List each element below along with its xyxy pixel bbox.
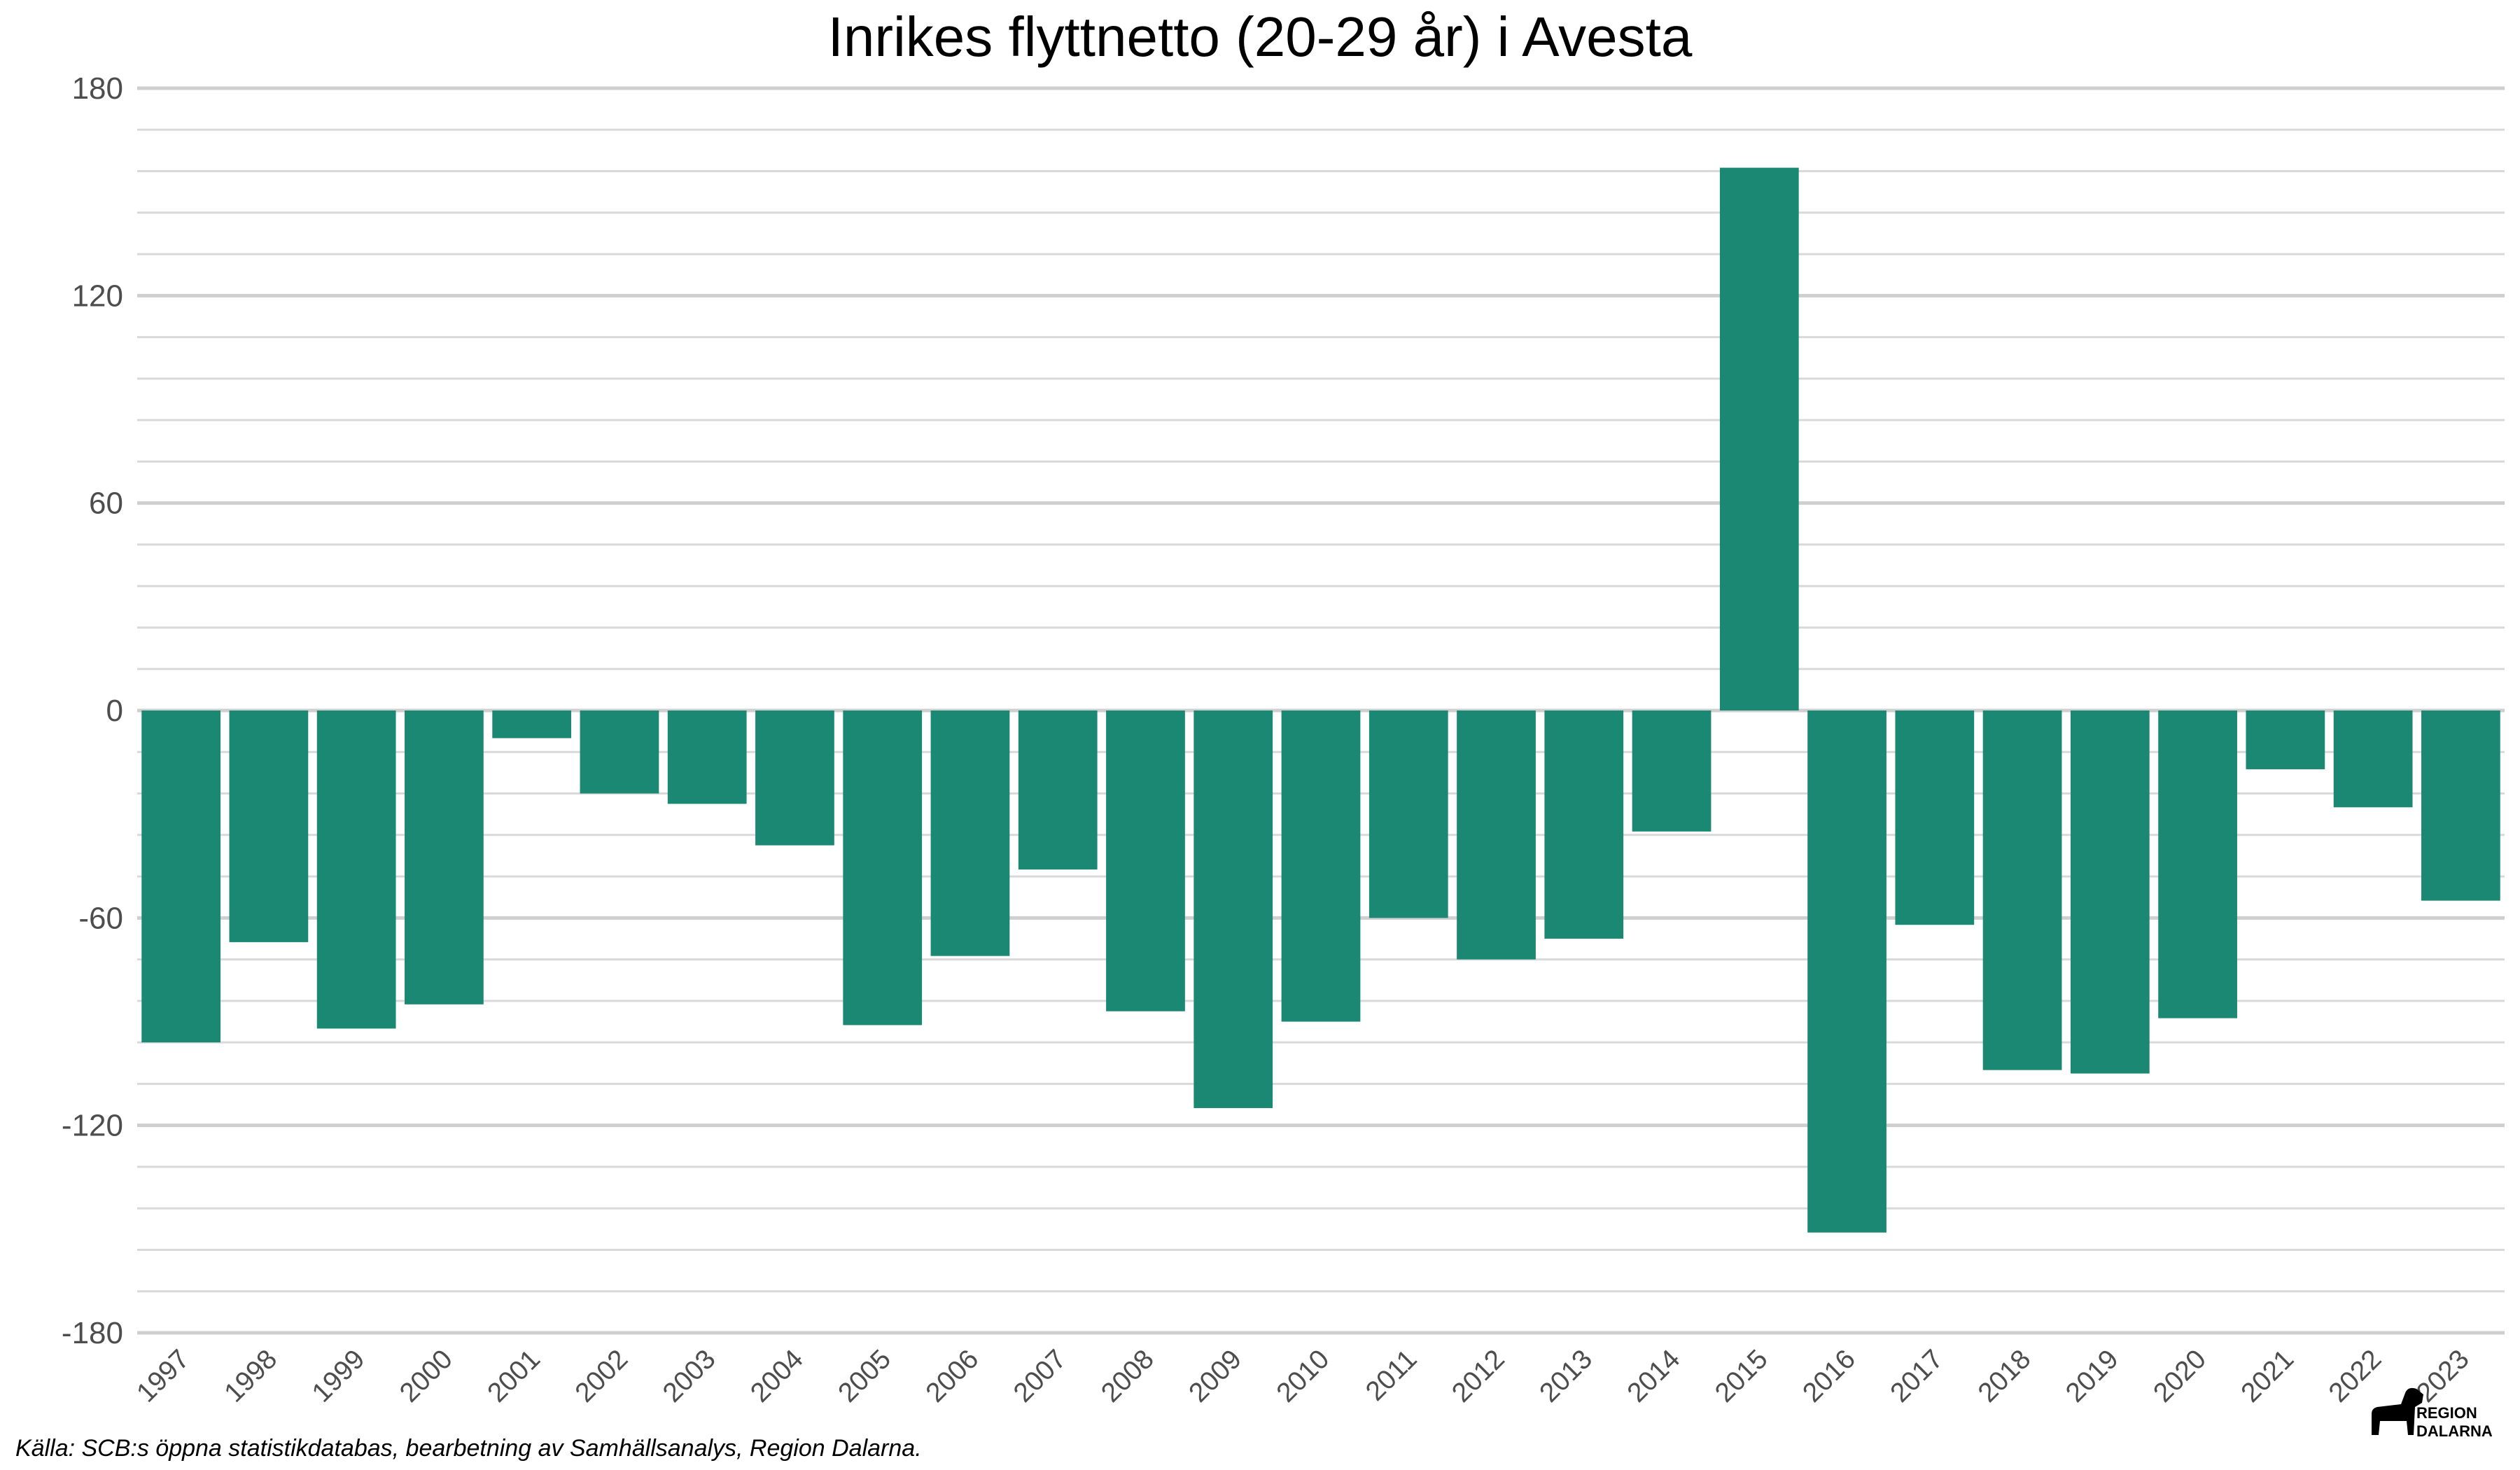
x-tick-label: 2009 xyxy=(1183,1344,1247,1408)
bar-2017 xyxy=(1895,710,1975,925)
y-tick-label: -60 xyxy=(78,901,123,935)
bar-2011 xyxy=(1368,710,1448,918)
x-tick-label: 1999 xyxy=(307,1344,371,1408)
bar-2021 xyxy=(2246,710,2325,769)
bar-2019 xyxy=(2070,710,2150,1074)
x-tick-label: 2000 xyxy=(394,1344,458,1408)
x-tick-label: 2014 xyxy=(1622,1344,1686,1408)
y-tick-label: 120 xyxy=(72,279,123,313)
bar-1998 xyxy=(229,710,309,942)
x-tick-label: 2022 xyxy=(2323,1344,2388,1408)
x-tick-label: 2015 xyxy=(1709,1344,1774,1408)
bar-2003 xyxy=(667,710,747,804)
x-tick-label: 2006 xyxy=(920,1344,985,1408)
x-tick-label: 1997 xyxy=(131,1344,195,1408)
dala-horse-icon xyxy=(2372,1387,2423,1435)
x-tick-label: 2021 xyxy=(2235,1344,2300,1408)
source-caption: Källa: SCB:s öppna statistikdatabas, bea… xyxy=(15,1435,922,1462)
x-tick-label: 2011 xyxy=(1360,1344,1423,1407)
bar-2009 xyxy=(1194,710,1273,1108)
x-tick-label: 2010 xyxy=(1271,1344,1336,1408)
x-tick-label: 2019 xyxy=(2060,1344,2124,1408)
bar-2013 xyxy=(1544,710,1624,939)
bar-2005 xyxy=(843,710,923,1026)
chart-title: Inrikes flyttnetto (20-29 år) i Avesta xyxy=(828,6,1693,68)
x-tick-label: 2005 xyxy=(832,1344,897,1408)
x-tick-label: 2017 xyxy=(1884,1344,1949,1408)
x-tick-label: 2004 xyxy=(745,1344,809,1408)
x-tick-label: 2020 xyxy=(2148,1344,2212,1408)
bar-2001 xyxy=(492,710,572,738)
logo-text-dalarna: DALARNA xyxy=(2416,1422,2493,1440)
x-tick-label: 2016 xyxy=(1797,1344,1861,1408)
bar-2022 xyxy=(2333,710,2413,808)
bar-2000 xyxy=(405,710,484,1004)
bar-2012 xyxy=(1457,710,1536,960)
logo-text-region: REGION xyxy=(2416,1404,2477,1422)
bar-1997 xyxy=(141,710,220,1043)
y-tick-label: 60 xyxy=(89,486,123,521)
bar-2023 xyxy=(2421,710,2500,901)
bar-2010 xyxy=(1281,710,1361,1022)
bar-2016 xyxy=(1807,710,1886,1233)
x-tick-label: 2012 xyxy=(1446,1344,1511,1408)
x-tick-label: 1998 xyxy=(218,1344,283,1408)
bars xyxy=(141,167,2500,1233)
x-tick-label: 2001 xyxy=(482,1344,546,1408)
x-tick-label: 2018 xyxy=(1973,1344,2037,1408)
y-axis: -180 -120 -60 0 60 120 180 xyxy=(62,71,123,1350)
bar-2006 xyxy=(930,710,1010,956)
bar-2004 xyxy=(755,710,834,846)
bar-2002 xyxy=(580,710,659,794)
y-tick-label: 180 xyxy=(72,71,123,106)
bar-2020 xyxy=(2158,710,2237,1018)
bar-2008 xyxy=(1106,710,1185,1011)
region-dalarna-logo: REGION DALARNA xyxy=(2372,1387,2493,1440)
bar-2018 xyxy=(1982,710,2062,1070)
y-tick-label: -120 xyxy=(62,1109,123,1143)
x-tick-label: 2007 xyxy=(1008,1344,1072,1408)
x-tick-label: 2003 xyxy=(657,1344,722,1408)
x-tick-label: 2013 xyxy=(1534,1344,1598,1408)
x-axis: 1997 1998 1999 2000 2001 2002 2003 2004 2005 2006… xyxy=(131,1344,2474,1408)
bar-2007 xyxy=(1018,710,1098,870)
y-tick-label: 0 xyxy=(106,694,123,728)
bar-1999 xyxy=(316,710,396,1029)
bar-2014 xyxy=(1632,710,1712,832)
x-tick-label: 2002 xyxy=(570,1344,634,1408)
y-tick-label: -180 xyxy=(62,1316,123,1350)
bar-2015 xyxy=(1719,167,1799,710)
x-tick-label: 2008 xyxy=(1096,1344,1160,1408)
